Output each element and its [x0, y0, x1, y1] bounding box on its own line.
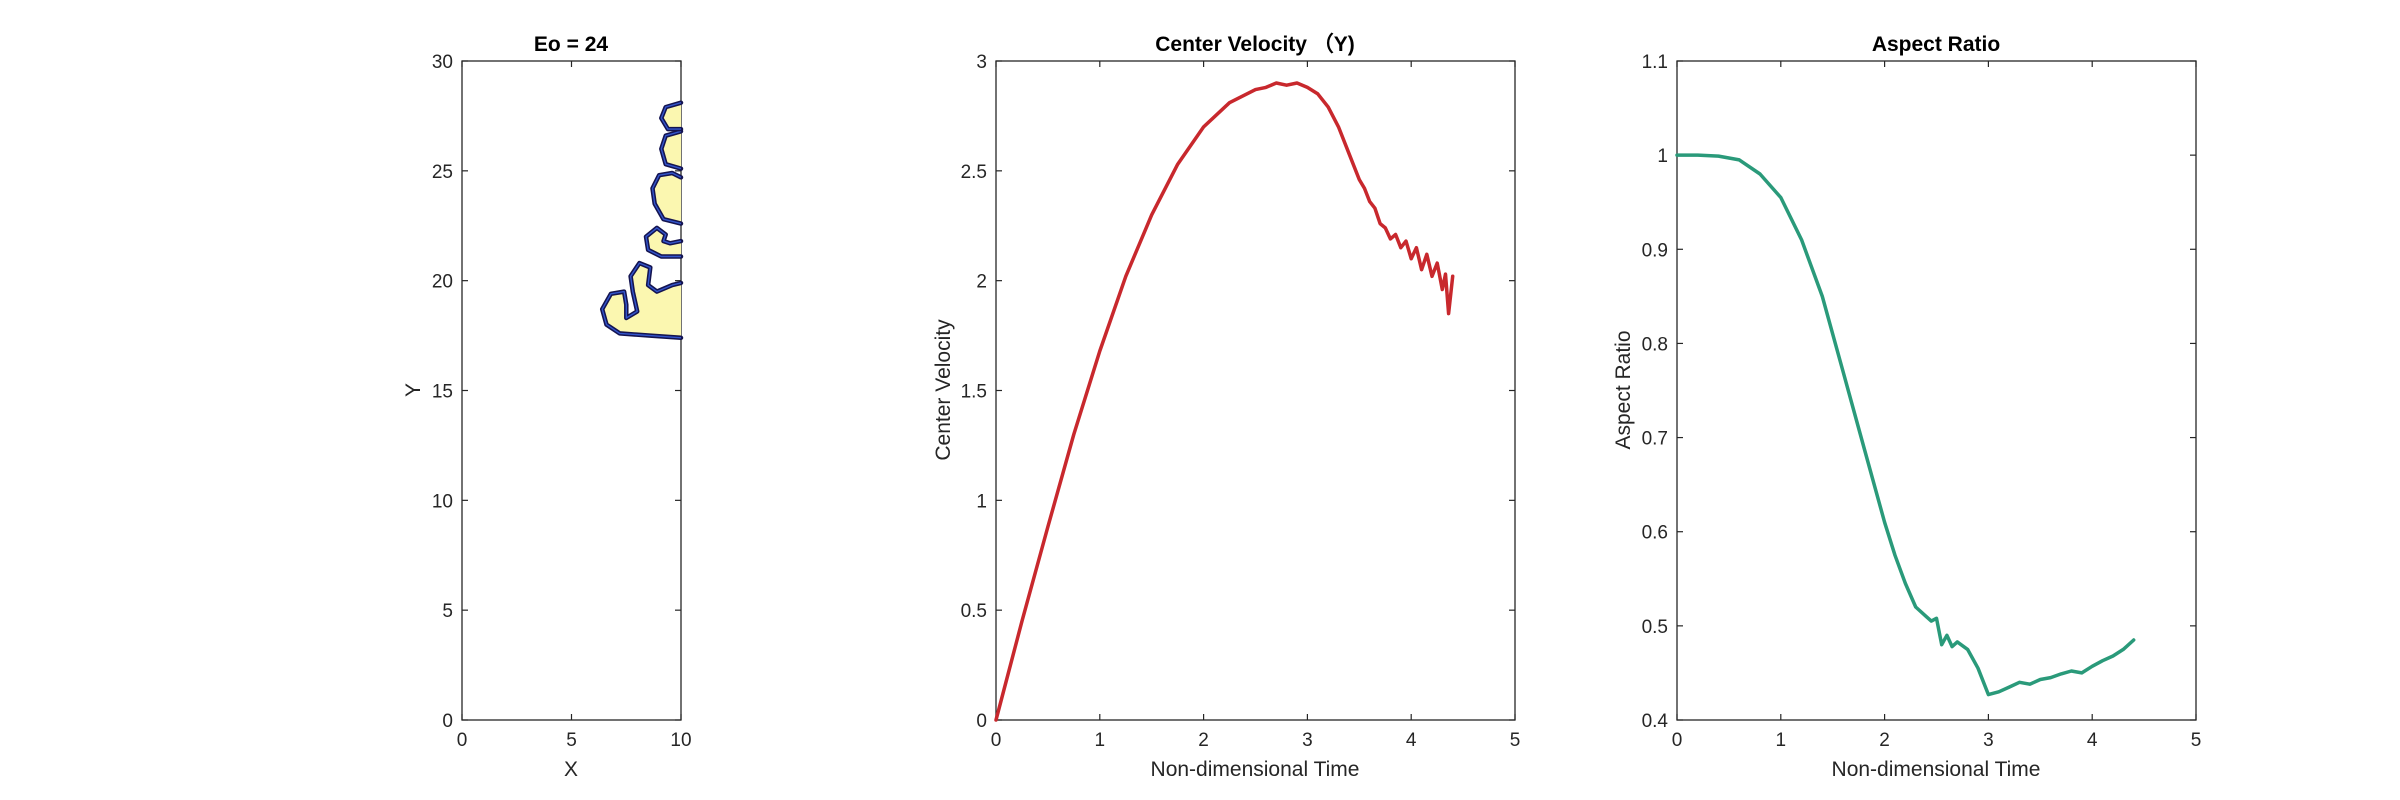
- x-axis-label-1: X: [564, 758, 578, 781]
- aspect-series: [1675, 153, 2136, 697]
- contour-inner-top-lobe: [660, 102, 682, 130]
- x-tick-label: 1: [1095, 730, 1106, 751]
- y-tick-label: 1.5: [961, 382, 987, 403]
- contour-shapes: [599, 100, 684, 341]
- y-tick-label: 0.5: [1642, 617, 1668, 638]
- y-tick-label: 0.5: [961, 601, 987, 622]
- x-axis-label-3: Non-dimensional Time: [1832, 758, 2041, 781]
- y-tick-label: 2: [976, 272, 987, 293]
- chart-title-3: Aspect Ratio: [1872, 33, 2000, 56]
- chart-title-2: Center Velocity （Y): [1155, 32, 1355, 56]
- chart-panel-contour: Eo = 24 X Y 0 5 10 0 5 10 15 20 25 30: [402, 33, 692, 781]
- contour-inner-lower-lobe: [601, 262, 682, 339]
- x-tick-label: 4: [1406, 730, 1417, 751]
- y-tick-label: 15: [432, 382, 453, 403]
- y-tick-label: 0.8: [1642, 334, 1668, 355]
- x-tick-label: 10: [670, 730, 691, 751]
- y-axis-label-2: Center Velocity: [932, 319, 955, 461]
- x-axis-label-2: Non-dimensional Time: [1151, 758, 1360, 781]
- x-tick-label: 2: [1198, 730, 1209, 751]
- x-tick-label: 0: [991, 730, 1002, 751]
- plot-area-3: [1676, 60, 2197, 721]
- y-tick-label: 0: [976, 711, 987, 732]
- x-tick-label: 2: [1879, 730, 1890, 751]
- y-tick-label: 0.6: [1642, 523, 1668, 544]
- x-tick-label: 3: [1302, 730, 1313, 751]
- y-axis-label-3: Aspect Ratio: [1612, 330, 1635, 449]
- velocity-series: [994, 81, 1455, 722]
- contour-top-lobe: [659, 100, 684, 132]
- contour-inner-upper-lobe-2: [660, 130, 682, 170]
- x-tick-label: 4: [2087, 730, 2098, 751]
- y-tick-label: 10: [432, 491, 453, 512]
- ticks-2: 0 1 2 3 4 5 0 0.5 1 1.5 2 2.5 3: [961, 52, 1521, 751]
- series-line-0: [994, 81, 1455, 722]
- x-tick-label: 0: [1672, 730, 1683, 751]
- x-tick-label: 5: [566, 730, 577, 751]
- y-tick-label: 2.5: [961, 162, 987, 183]
- ticks-1: 0 5 10 0 5 10 15 20 25 30: [432, 52, 692, 751]
- chart-panel-velocity: Center Velocity （Y) Non-dimensional Time…: [932, 32, 1520, 781]
- contour-inner-middle-lobe: [645, 227, 682, 258]
- contour-upper-lobe-2: [659, 129, 684, 171]
- y-tick-label: 1: [1657, 146, 1668, 167]
- y-tick-label: 0: [442, 711, 453, 732]
- y-tick-label: 3: [976, 52, 987, 73]
- y-tick-label: 0.4: [1642, 711, 1669, 732]
- x-tick-label: 5: [2191, 730, 2202, 751]
- x-tick-label: 0: [457, 730, 468, 751]
- ticks-3: 0 1 2 3 4 5 0.4 0.5 0.6 0.7 0.8 0.9 1 1.1: [1642, 52, 2202, 751]
- series-line-0: [1675, 153, 2136, 697]
- y-tick-label: 25: [432, 162, 453, 183]
- chart-panel-aspect: Aspect Ratio Non-dimensional Time Aspect…: [1612, 33, 2201, 781]
- y-tick-label: 1.1: [1642, 52, 1668, 73]
- y-tick-label: 5: [442, 601, 453, 622]
- x-tick-label: 1: [1776, 730, 1787, 751]
- x-tick-label: 3: [1983, 730, 1994, 751]
- y-tick-label: 0.9: [1642, 240, 1668, 261]
- y-tick-label: 1: [976, 491, 987, 512]
- chart-title-1: Eo = 24: [534, 33, 608, 56]
- y-tick-label: 20: [432, 272, 453, 293]
- y-tick-label: 30: [432, 52, 453, 73]
- y-tick-label: 0.7: [1642, 429, 1668, 450]
- x-tick-label: 5: [1510, 730, 1521, 751]
- y-axis-label-1: Y: [402, 383, 425, 397]
- contour-inner-upper-lobe-1: [651, 172, 682, 225]
